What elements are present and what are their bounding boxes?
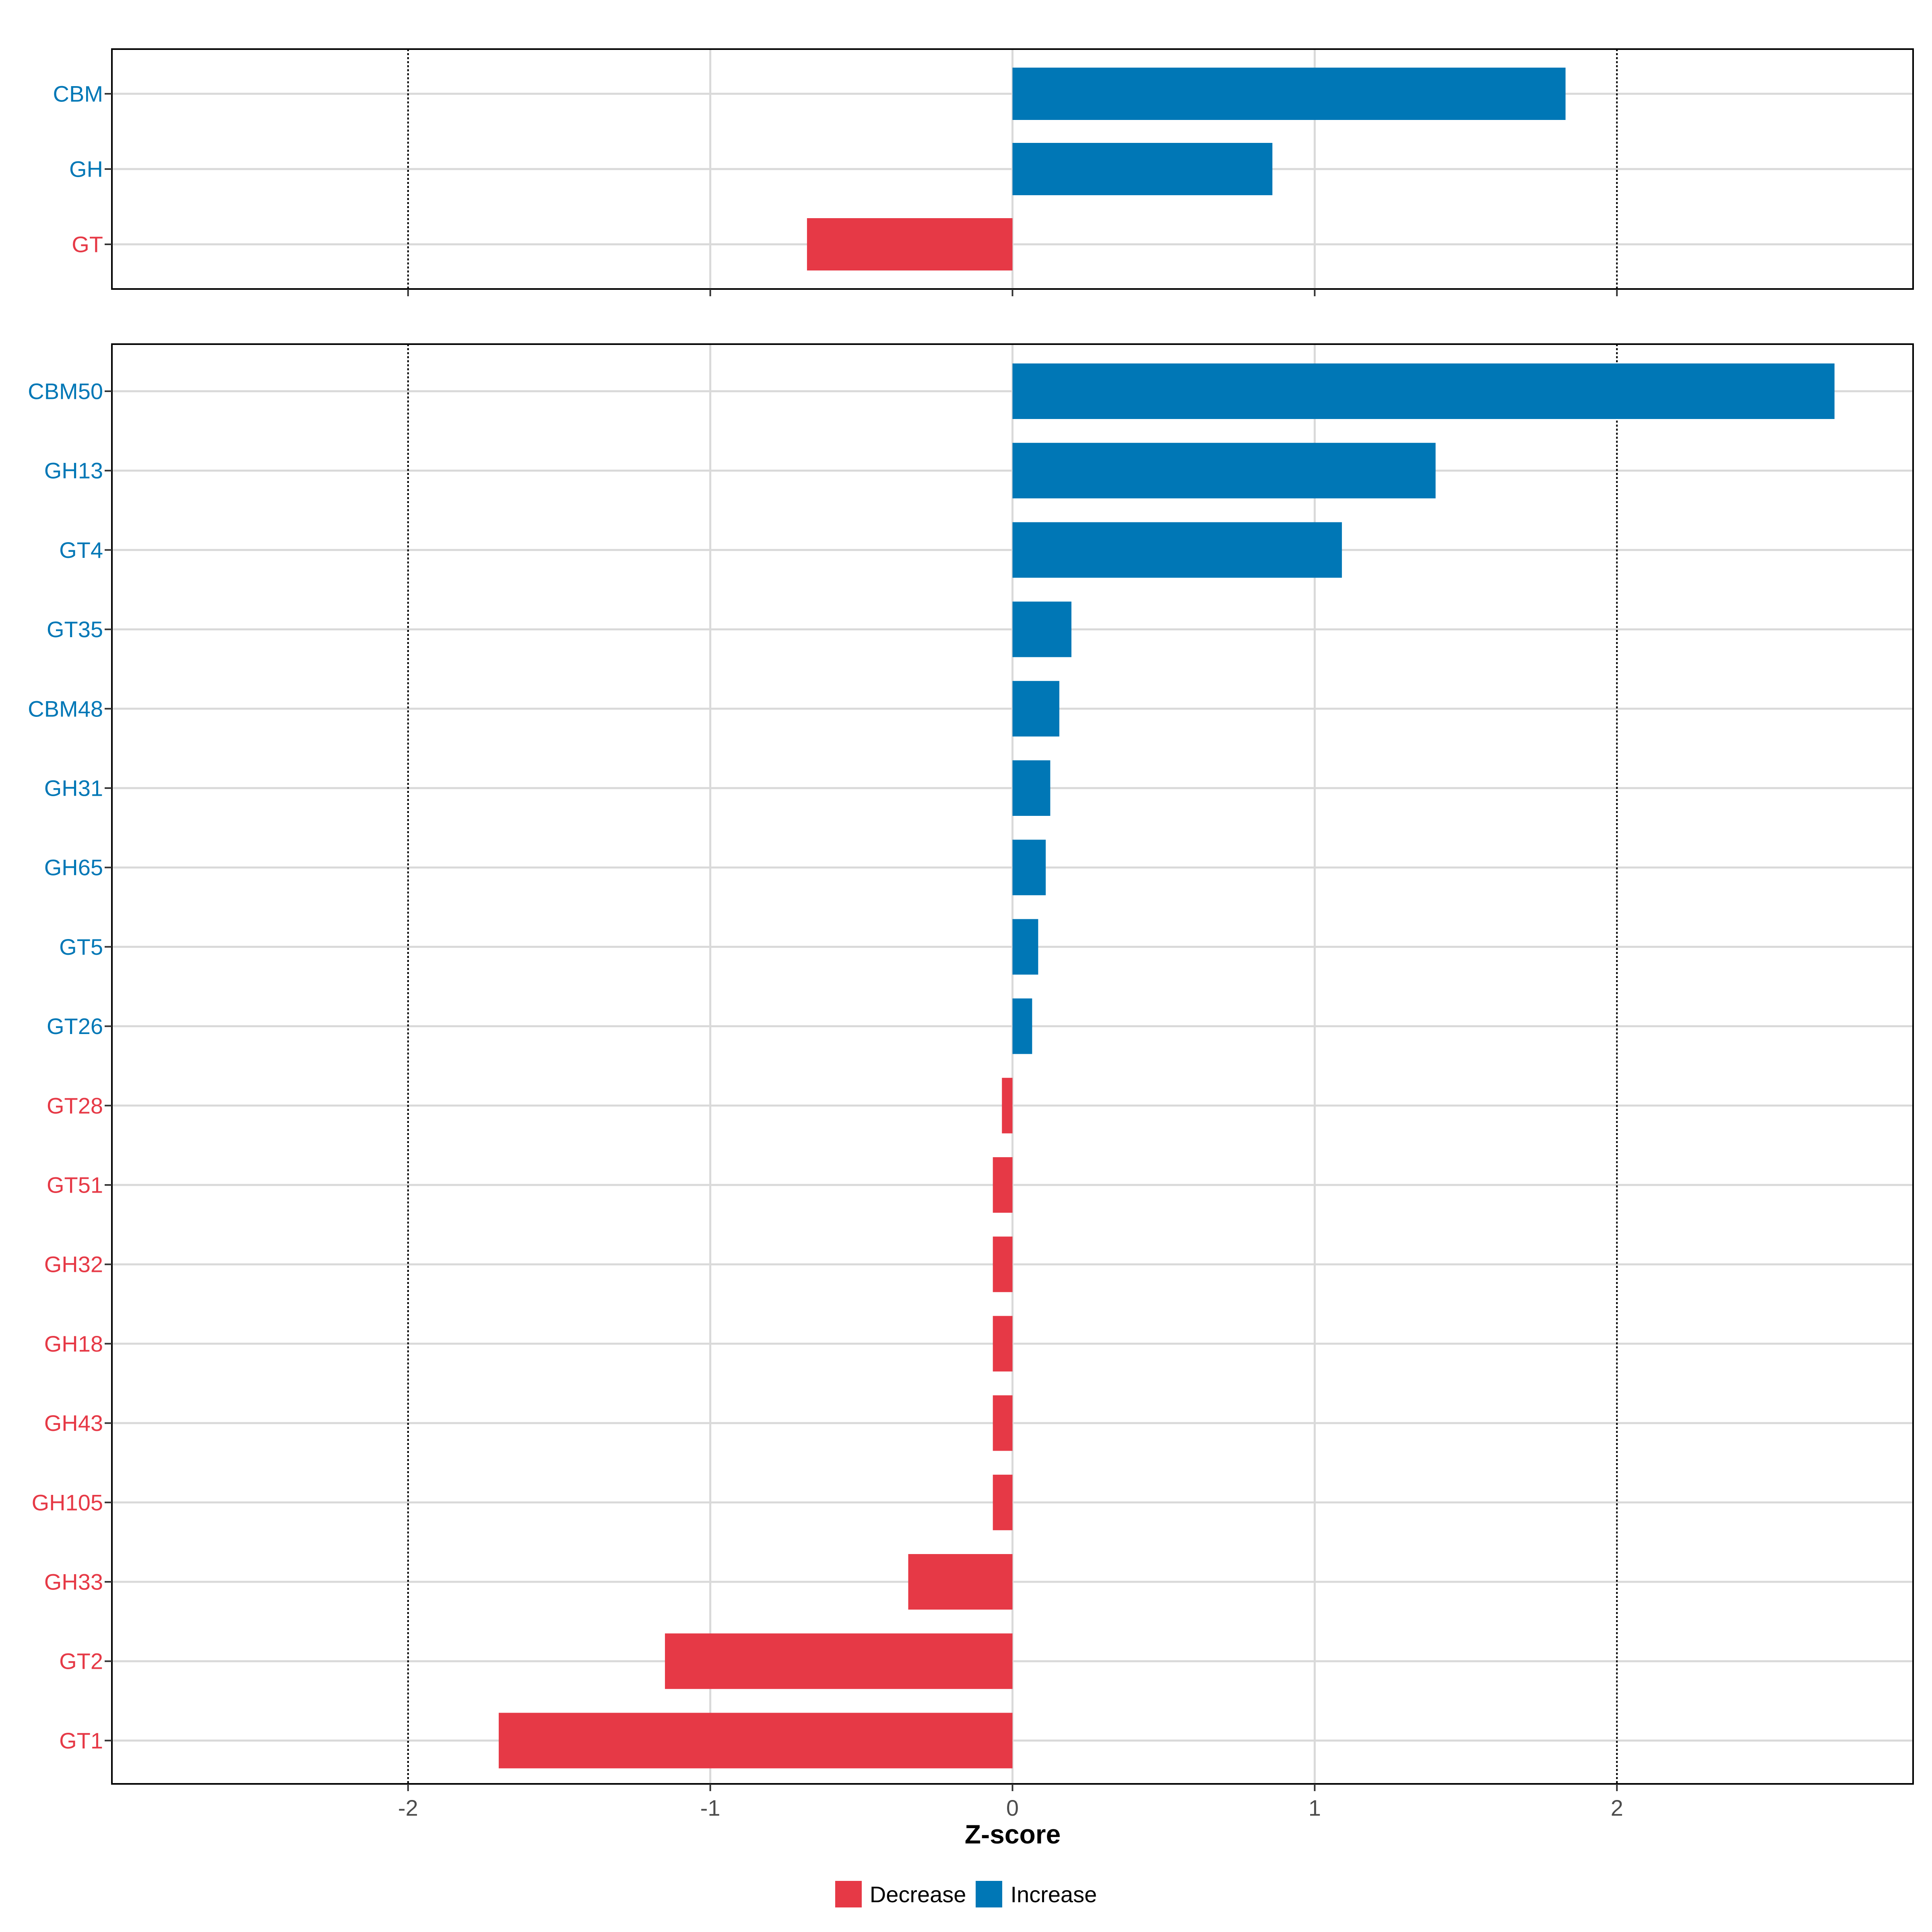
x-axis: -2 -1 0 1 2 bbox=[398, 1795, 1623, 1821]
legend-label-increase: Increase bbox=[1010, 1881, 1097, 1907]
y-tick-label-gt: GT bbox=[72, 232, 103, 257]
legend-swatch-decrease bbox=[835, 1881, 862, 1907]
y-tick-label-gh18: GH18 bbox=[44, 1331, 103, 1356]
panel-top: CBM GH GT bbox=[53, 48, 1914, 296]
bar-gh31 bbox=[1012, 760, 1051, 816]
y-tick-label-gh13: GH13 bbox=[44, 458, 103, 483]
bar-gt2 bbox=[665, 1633, 1013, 1689]
bar-gt26 bbox=[1012, 998, 1032, 1054]
bar-gt35 bbox=[1012, 601, 1071, 657]
bar-gh bbox=[1012, 143, 1273, 195]
y-tick-label-gt51: GT51 bbox=[47, 1172, 103, 1198]
bar-gh65 bbox=[1012, 840, 1046, 896]
y-tick-label-cbm: CBM bbox=[53, 81, 103, 107]
legend-item-decrease: Decrease bbox=[835, 1881, 966, 1907]
bar-cbm bbox=[1012, 68, 1566, 120]
y-tick-label-gh: GH bbox=[69, 157, 103, 182]
y-tick-label-cbm48: CBM48 bbox=[28, 696, 103, 721]
y-tick-label-gt5: GT5 bbox=[59, 934, 103, 960]
bar-gt bbox=[807, 218, 1013, 270]
legend-label-decrease: Decrease bbox=[869, 1881, 966, 1907]
x-tick-label: -2 bbox=[398, 1795, 418, 1821]
bar-gh13 bbox=[1012, 443, 1436, 499]
panel-bottom: CBM50 GH13 GT4 GT35 CBM48 GH31 GH65 GT5 GT26 GT28… bbox=[28, 343, 1914, 1791]
legend-swatch-increase bbox=[976, 1881, 1003, 1907]
y-tick-label-gt4: GT4 bbox=[59, 537, 103, 563]
bar-gh18 bbox=[993, 1316, 1013, 1372]
bar-gt28 bbox=[1002, 1077, 1013, 1133]
x-tick-label: 0 bbox=[1006, 1795, 1019, 1821]
y-tick-label-gt2: GT2 bbox=[59, 1649, 103, 1674]
bar-cbm48 bbox=[1012, 681, 1059, 737]
y-tick-label-gt35: GT35 bbox=[47, 617, 103, 642]
y-tick-label-gh32: GH32 bbox=[44, 1252, 103, 1277]
bar-gt4 bbox=[1012, 522, 1342, 578]
y-tick-label-gt26: GT26 bbox=[47, 1013, 103, 1039]
y-tick-label-gh33: GH33 bbox=[44, 1569, 103, 1595]
x-tick-label: 1 bbox=[1309, 1795, 1321, 1821]
y-tick-label-gh43: GH43 bbox=[44, 1410, 103, 1436]
bar-gh32 bbox=[993, 1236, 1013, 1292]
bar-gt5 bbox=[1012, 919, 1038, 975]
bar-gh105 bbox=[993, 1474, 1013, 1530]
y-tick-label-gh31: GH31 bbox=[44, 776, 103, 801]
x-tick-label: -1 bbox=[700, 1795, 720, 1821]
legend-item-increase: Increase bbox=[976, 1881, 1097, 1907]
bar-gh43 bbox=[993, 1395, 1013, 1451]
bar-cbm50 bbox=[1012, 363, 1835, 419]
y-tick-label-gh65: GH65 bbox=[44, 855, 103, 880]
bar-gt51 bbox=[993, 1157, 1013, 1213]
legend: Decrease Increase bbox=[0, 1878, 1932, 1910]
bar-gh33 bbox=[908, 1554, 1013, 1610]
y-tick-label-cbm50: CBM50 bbox=[28, 379, 103, 404]
bar-gt1 bbox=[499, 1713, 1013, 1769]
y-tick-label-gt1: GT1 bbox=[59, 1728, 103, 1753]
y-tick-label-gt28: GT28 bbox=[47, 1093, 103, 1118]
x-tick-label: 2 bbox=[1611, 1795, 1623, 1821]
x-axis-label: Z-score bbox=[965, 1819, 1061, 1849]
y-tick-label-gh105: GH105 bbox=[32, 1490, 103, 1515]
